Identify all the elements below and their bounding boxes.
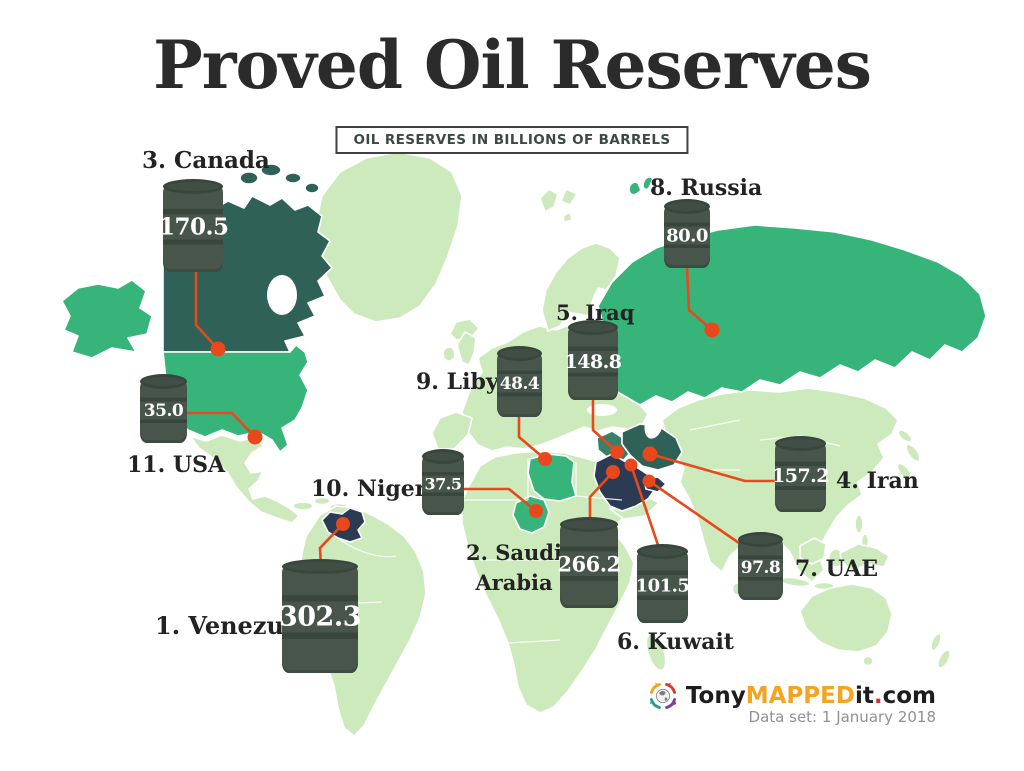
connector-line-iran [649,452,775,483]
connector-line-canada [194,272,219,350]
caribbean-islands [292,501,314,511]
label-usa: 11. USA [127,452,226,478]
map-marker-russia [704,322,720,338]
tasmania-shape [862,655,874,667]
country-shape-alaska-usa [61,279,153,359]
connector-lines [186,267,775,567]
value-kuwait: 101.5 [635,575,690,597]
oil-barrel-canada: 170.5 [159,179,229,272]
scandinavia-shape [541,242,621,332]
oil-barrel-venezuela: 302.3 [279,559,362,673]
canada-arctic-island [239,171,259,185]
value-venezuela: 302.3 [278,601,362,633]
brand-tony: Tony [685,683,746,709]
map-marker-iran [642,446,658,462]
oil-barrel-iraq: 148.8 [565,320,622,400]
japan-shape [897,429,913,443]
connector-line-libya [517,417,546,460]
brand-dot: . [873,683,883,709]
map-marker-usa [247,429,263,445]
value-uae: 97.8 [740,558,781,579]
globe-arrows-icon [649,682,677,709]
brand-mapped: MAPPED [745,683,855,709]
novaya-zemlya-islands [628,176,654,196]
country-shape-russia [591,224,987,406]
connector-line-saudi-arabia [588,471,614,524]
oil-barrel-iran: 157.2 [772,436,830,512]
uk-shape [456,331,477,366]
japan-shape [905,443,921,463]
iberia-shape [431,411,473,450]
value-nigeria: 37.5 [424,474,462,494]
caribbean-islands [313,496,331,506]
caspian-sea [644,409,664,439]
australia-shape [799,583,893,653]
connector-line-uae [648,479,740,545]
svalbard-shape [539,188,578,223]
madagascar-shape [645,632,667,672]
map-marker-libya [538,452,552,466]
connector-line-nigeria [463,487,537,513]
borneo-shape [799,537,827,565]
philippines-shape [854,514,864,534]
dataset-date: Data set: 1 January 2018 [748,708,936,726]
brand-logo-block: TonyMAPPEDit.com [647,680,936,712]
subtitle-box: OIL RESERVES IN BILLIONS OF BARRELS [335,126,689,154]
map-marker-saudi-arabia [606,465,620,479]
label-iran: 4. Iran [836,468,919,494]
oil-barrel-kuwait: 101.5 [636,544,690,623]
oil-barrel-usa: 35.0 [140,374,187,443]
black-sea [587,404,617,416]
oil-barrel-uae: 97.8 [738,532,783,600]
oil-barrel-saudi: 266.2 [557,517,621,608]
value-russia: 80.0 [666,225,708,247]
label-canada: 3. Canada [142,147,270,174]
label-saudi-arabia: 2. Saudi Arabia [466,540,562,596]
map-marker-canada [210,341,226,357]
connector-line-iraq [591,400,618,453]
value-canada: 170.5 [159,213,229,241]
value-iran: 157.2 [772,465,830,488]
value-saudi: 266.2 [557,551,621,577]
greenland-shape [313,151,463,323]
brand-it: it [854,683,874,709]
connector-line-russia [685,267,713,331]
value-libya: 48.4 [499,373,540,394]
ireland-shape [442,346,456,362]
value-usa: 35.0 [143,400,184,421]
label-libya: 9. Libya [416,369,513,395]
japan-shape [896,462,912,480]
oil-barrel-russia: 80.0 [664,199,710,268]
canada-arctic-island [260,163,282,177]
canada-arctic-island [304,182,320,194]
label-russia: 8. Russia [650,175,763,201]
new-zealand-shape [930,632,942,652]
connector-line-usa [186,411,256,438]
connector-line-kuwait [629,464,662,552]
map-markers [210,322,720,531]
map-marker-iraq [610,445,624,459]
map-marker-uae [642,474,656,488]
page-title: Proved Oil Reserves [153,26,872,104]
canada-arctic-island [284,172,302,184]
new-guinea-shape [839,543,890,572]
oil-barrel-libya: 48.4 [497,346,542,417]
new-zealand-shape [937,649,951,669]
label-kuwait: 6. Kuwait [617,629,734,655]
hudson-bay [267,275,297,315]
map-marker-venezuela [336,517,350,531]
map-marker-nigeria [529,504,543,518]
map-marker-kuwait [624,458,638,472]
value-iraq: 148.8 [564,351,623,374]
brand-wordmark: TonyMAPPEDit.com [686,683,936,709]
iceland-shape [449,318,480,341]
oil-barrel-nigeria: 37.5 [422,449,464,515]
brand-com: com [882,683,936,709]
label-uae: 7. UAE [795,556,878,582]
